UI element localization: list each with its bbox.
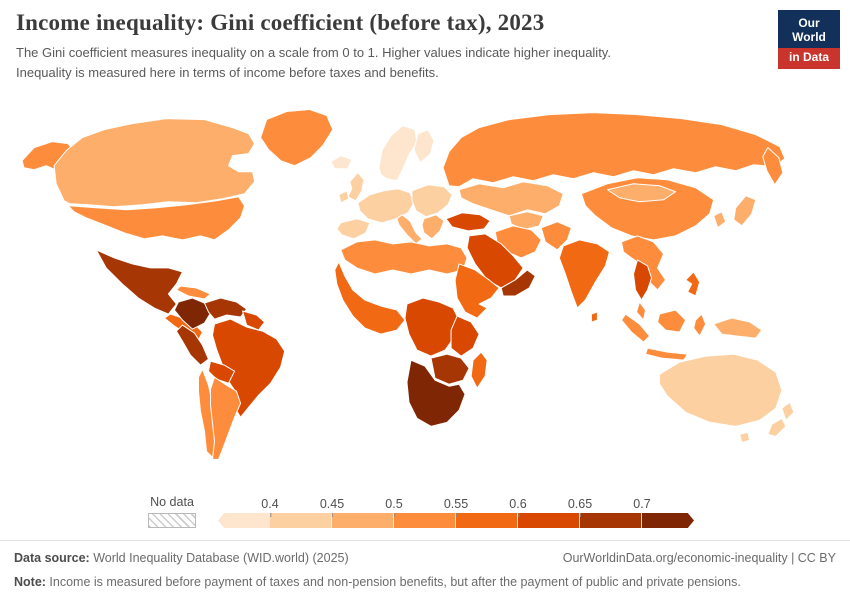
- region-southern-africa[interactable]: [406, 359, 466, 427]
- world-map-svg: [21, 109, 795, 460]
- country-ireland[interactable]: [338, 190, 350, 204]
- legend-tick: 0.45: [319, 497, 345, 517]
- region-north-africa[interactable]: [340, 239, 468, 275]
- country-finland[interactable]: [413, 129, 435, 164]
- country-peru[interactable]: [175, 324, 209, 366]
- country-cuba[interactable]: [175, 285, 211, 300]
- legend-tick: 0.6: [509, 497, 527, 517]
- note-text: Income is measured before payment of tax…: [45, 574, 741, 589]
- region-east-africa[interactable]: [450, 315, 480, 357]
- country-mongolia[interactable]: [606, 183, 677, 203]
- region-eastern-europe[interactable]: [411, 184, 453, 218]
- country-thailand[interactable]: [632, 259, 653, 301]
- region-guyanas[interactable]: [242, 310, 266, 331]
- country-turkey[interactable]: [445, 212, 491, 232]
- legend-segment: [642, 513, 694, 528]
- data-source-text: World Inequality Database (WID.world) (2…: [89, 551, 349, 565]
- map-legend: No data 0.4 0.45 0.5 0.55 0.6 0.65 0.7: [148, 495, 694, 528]
- island-java[interactable]: [645, 347, 689, 361]
- legend-no-data-label: No data: [150, 495, 194, 509]
- world-map: [4, 100, 846, 492]
- island-new-guinea[interactable]: [713, 317, 763, 339]
- data-source: Data source: World Inequality Database (…: [14, 550, 349, 568]
- country-greenland[interactable]: [260, 109, 334, 167]
- country-usa[interactable]: [67, 196, 246, 241]
- country-iceland[interactable]: [330, 155, 353, 170]
- legend-segment: [332, 513, 394, 528]
- country-argentina[interactable]: [209, 376, 242, 460]
- country-brazil[interactable]: [211, 318, 286, 418]
- chart-header: Income inequality: Gini coefficient (bef…: [16, 10, 750, 82]
- region-horn-of-africa[interactable]: [454, 263, 500, 319]
- island-sulawesi[interactable]: [693, 313, 707, 337]
- region-pakistan-afghanistan[interactable]: [540, 221, 572, 251]
- region-kamchatka[interactable]: [762, 147, 784, 186]
- legend-no-data-swatch: [148, 513, 196, 528]
- owid-link[interactable]: OurWorldinData.org/economic-inequality |…: [562, 551, 836, 565]
- region-iberia[interactable]: [336, 218, 371, 240]
- island-sumatra[interactable]: [620, 313, 651, 343]
- legend-tick: 0.65: [567, 497, 593, 517]
- legend-tick: 0.7: [633, 497, 651, 517]
- data-source-label: Data source:: [14, 551, 90, 565]
- legend-segment: [270, 513, 332, 528]
- region-malay-peninsula[interactable]: [636, 301, 647, 321]
- country-new-zealand-north[interactable]: [781, 401, 795, 421]
- country-japan[interactable]: [733, 195, 757, 227]
- note-label: Note:: [14, 574, 46, 589]
- legend-segment: [218, 513, 270, 528]
- legend-tick: 0.5: [385, 497, 403, 517]
- owid-logo-line1: Our World: [792, 16, 826, 45]
- owid-logo-line2: in Data: [778, 47, 840, 70]
- country-mexico[interactable]: [95, 249, 183, 315]
- legend-segment: [456, 513, 518, 528]
- country-venezuela[interactable]: [203, 297, 248, 320]
- region-yemen-oman[interactable]: [500, 269, 536, 297]
- region-scandinavia[interactable]: [378, 125, 418, 182]
- region-southeast-africa[interactable]: [430, 353, 470, 385]
- country-canada[interactable]: [53, 118, 256, 208]
- page-title: Income inequality: Gini coefficient (bef…: [16, 10, 545, 35]
- owid-logo[interactable]: Our World in Data: [778, 10, 840, 70]
- legend-no-data[interactable]: No data: [148, 495, 196, 528]
- country-australia[interactable]: [659, 353, 783, 427]
- country-india[interactable]: [558, 239, 610, 309]
- subtitle-line-2: Inequality is measured here in terms of …: [16, 64, 439, 80]
- region-central-africa[interactable]: [404, 297, 460, 357]
- region-balkans[interactable]: [421, 214, 445, 240]
- legend-segment: [518, 513, 580, 528]
- country-sri-lanka[interactable]: [590, 311, 598, 323]
- region-western-europe[interactable]: [357, 188, 415, 224]
- country-russia[interactable]: [442, 112, 786, 188]
- island-borneo[interactable]: [657, 309, 687, 333]
- legend-color-scale: 0.4 0.45 0.5 0.55 0.6 0.65 0.7: [218, 495, 694, 528]
- chart-footer: Data source: World Inequality Database (…: [0, 540, 850, 591]
- country-south-korea[interactable]: [713, 211, 727, 229]
- region-west-africa[interactable]: [334, 261, 406, 335]
- legend-tick-labels: 0.4 0.45 0.5 0.55 0.6 0.65 0.7: [218, 495, 694, 517]
- region-central-asia[interactable]: [458, 181, 564, 217]
- country-new-zealand-south[interactable]: [767, 417, 787, 437]
- legend-color-bar[interactable]: [218, 513, 694, 528]
- region-stans[interactable]: [508, 211, 544, 231]
- chart-subtitle: The Gini coefficient measures inequality…: [16, 43, 750, 82]
- subtitle-line-1: The Gini coefficient measures inequality…: [16, 45, 611, 60]
- country-philippines[interactable]: [685, 271, 701, 297]
- legend-segment: [580, 513, 642, 528]
- country-italy[interactable]: [396, 214, 423, 245]
- country-colombia[interactable]: [173, 297, 211, 330]
- legend-tick: 0.4: [261, 497, 279, 517]
- country-madagascar[interactable]: [470, 351, 488, 389]
- region-mainland-se-asia[interactable]: [620, 235, 667, 291]
- legend-segment: [394, 513, 456, 528]
- footer-note: Note: Income is measured before payment …: [14, 574, 836, 592]
- island-tasmania[interactable]: [739, 431, 751, 443]
- country-uk[interactable]: [347, 172, 365, 202]
- legend-tick: 0.55: [443, 497, 469, 517]
